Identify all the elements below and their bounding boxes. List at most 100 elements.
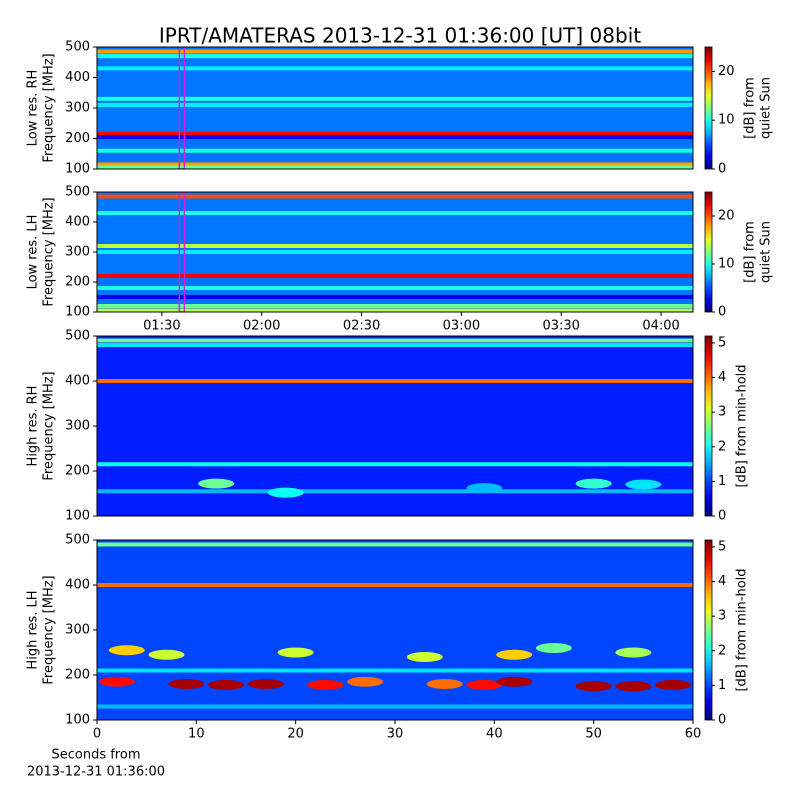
y-tick-label: 200 — [65, 131, 90, 146]
y-axis-label: Low res. RH — [26, 70, 41, 147]
colorbar-tick-label: 0 — [718, 162, 726, 177]
spot — [575, 478, 612, 489]
x-tick-label: 10 — [188, 727, 205, 742]
band — [97, 462, 693, 467]
band — [97, 286, 693, 290]
spot — [535, 643, 572, 653]
band — [97, 165, 693, 169]
y-tick-label: 300 — [65, 101, 90, 116]
band — [97, 194, 693, 199]
x-tick-label: 0 — [93, 727, 101, 742]
y-tick-label: 400 — [65, 215, 90, 230]
x-tick-label: 03:30 — [542, 319, 579, 334]
background — [97, 336, 693, 516]
colorbar-tick-label: 4 — [718, 574, 726, 589]
colorbar-tick-label: 1 — [718, 678, 726, 693]
band — [97, 274, 693, 278]
colorbar-tick-label: 3 — [718, 609, 726, 624]
y-tick-label: 200 — [65, 275, 90, 290]
y-tick-label: 500 — [65, 185, 90, 200]
colorbar — [704, 539, 713, 721]
spot — [98, 676, 135, 687]
spot — [615, 647, 652, 658]
x-tick-label: 40 — [486, 727, 503, 742]
colorbar-tick-label: 20 — [718, 64, 735, 79]
colorbar-tick-label: 0 — [718, 305, 726, 320]
y-tick-label: 500 — [65, 40, 90, 55]
band — [97, 148, 693, 153]
plot-area — [97, 192, 693, 312]
x-tick-label: 30 — [387, 727, 404, 742]
spot — [466, 679, 503, 690]
spot — [108, 645, 145, 656]
band — [97, 49, 693, 54]
y-axis-label: Frequency [MHz] — [42, 575, 57, 684]
colorbar-tick-label: 3 — [718, 405, 726, 420]
x-tick-label: 03:00 — [443, 319, 480, 334]
x-tick-label: 50 — [585, 727, 602, 742]
y-tick-label: 500 — [65, 329, 90, 344]
colorbar-label: quiet Sun — [759, 77, 774, 139]
spot — [208, 679, 245, 690]
colorbar-tick-label: 20 — [718, 209, 735, 224]
colorbar-tick-label: 10 — [718, 113, 735, 128]
band — [97, 66, 693, 71]
spot — [168, 679, 205, 689]
y-tick-label: 100 — [65, 509, 90, 524]
spot — [406, 652, 443, 662]
colorbar-tick-label: 1 — [718, 474, 726, 489]
spot — [307, 679, 344, 690]
band — [97, 379, 693, 383]
spot — [277, 647, 314, 658]
band — [97, 134, 693, 139]
y-tick-label: 100 — [65, 305, 90, 320]
colorbar-label: [dB] from min-hold — [735, 364, 750, 487]
time-marker — [178, 192, 186, 312]
x-tick-label: 02:00 — [243, 319, 280, 334]
band — [97, 211, 693, 215]
band — [97, 244, 693, 248]
colorbar — [704, 335, 713, 517]
colorbar-tick-label: 5 — [718, 539, 726, 554]
y-tick-label: 300 — [65, 245, 90, 260]
plot-area — [97, 47, 693, 169]
colorbar-label: [dB] from — [743, 221, 758, 283]
plot-area — [97, 540, 693, 720]
colorbar-tick-label: 2 — [718, 643, 726, 658]
band — [97, 54, 693, 59]
spot — [247, 679, 284, 689]
x-axis-label: Seconds from — [51, 748, 140, 763]
colorbar — [704, 191, 713, 313]
band — [97, 542, 693, 547]
spot — [148, 649, 185, 660]
colorbar — [704, 46, 713, 170]
spot — [466, 483, 503, 494]
colorbar-label: quiet Sun — [759, 221, 774, 283]
band — [97, 343, 693, 347]
y-axis-label: Frequency [MHz] — [42, 53, 57, 162]
colorbar-tick-label: 10 — [718, 257, 735, 272]
band — [97, 295, 693, 299]
y-tick-label: 100 — [65, 162, 90, 177]
spot — [496, 676, 533, 687]
y-tick-label: 400 — [65, 578, 90, 593]
y-tick-label: 400 — [65, 70, 90, 85]
band — [97, 131, 693, 136]
spot — [625, 479, 662, 490]
colorbar-label: [dB] from min-hold — [735, 568, 750, 691]
time-marker — [178, 47, 186, 169]
spot — [198, 478, 235, 489]
figure-title: IPRT/AMATERAS 2013-12-31 01:36:00 [UT] 0… — [159, 24, 641, 48]
y-tick-label: 200 — [65, 668, 90, 683]
plot-area — [97, 336, 693, 516]
y-tick-label: 500 — [65, 533, 90, 548]
band — [97, 338, 693, 343]
band — [97, 304, 693, 308]
x-axis-label: 2013-12-31 01:36:00 — [27, 765, 165, 780]
colorbar-tick-label: 0 — [718, 713, 726, 728]
y-axis-label: Frequency [MHz] — [42, 371, 57, 480]
colorbar-tick-label: 4 — [718, 370, 726, 385]
x-tick-label: 20 — [287, 727, 304, 742]
colorbar-tick-label: 2 — [718, 439, 726, 454]
band — [97, 308, 693, 312]
